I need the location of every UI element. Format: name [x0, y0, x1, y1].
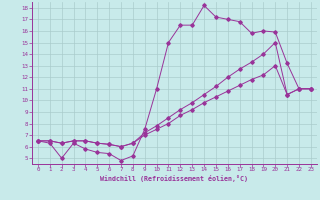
X-axis label: Windchill (Refroidissement éolien,°C): Windchill (Refroidissement éolien,°C): [100, 175, 248, 182]
